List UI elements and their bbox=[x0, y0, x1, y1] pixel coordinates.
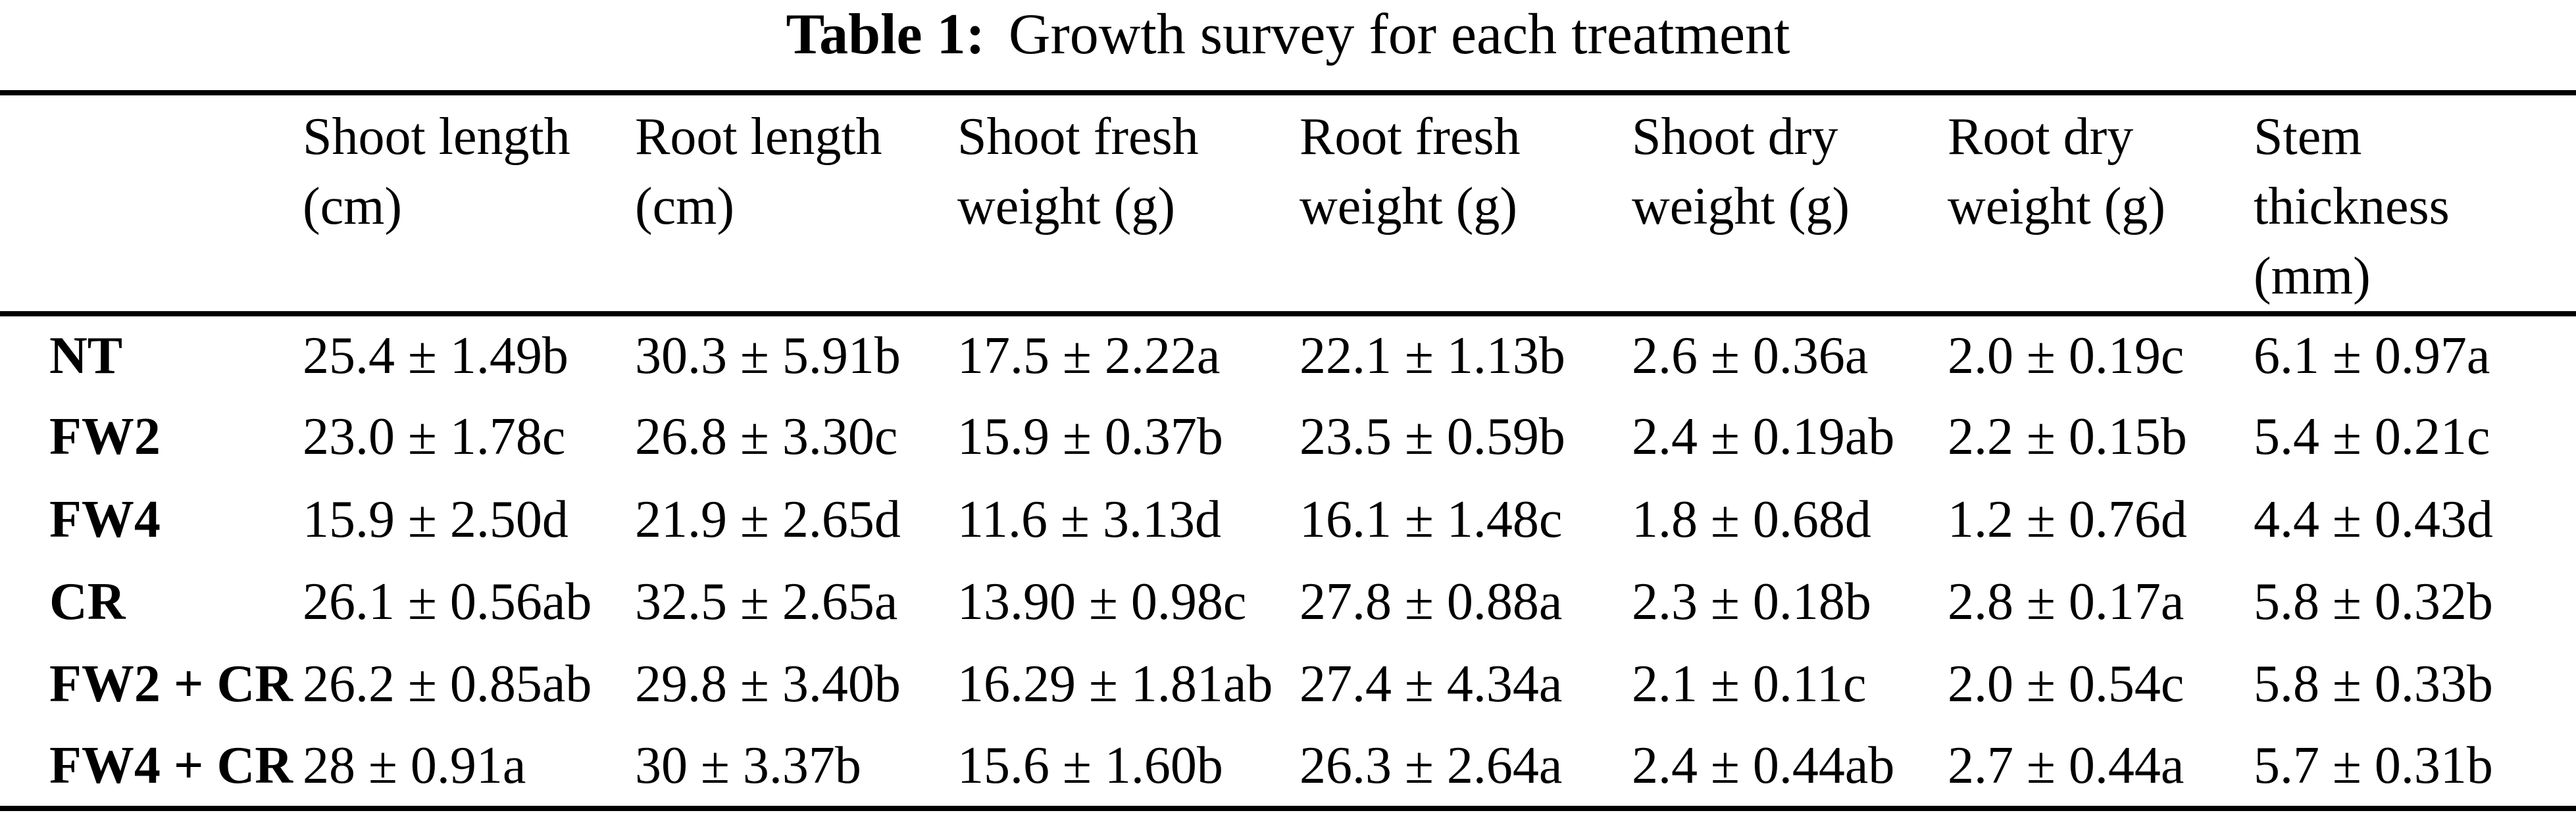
col-header-shoot-fresh-weight: Shoot fresh weight (g) bbox=[957, 93, 1300, 314]
table-cell: 15.6 ± 1.60b bbox=[957, 736, 1223, 795]
table-cell: 15.9 ± 2.50d bbox=[303, 490, 568, 549]
table-cell: 26.2 ± 0.85ab bbox=[303, 655, 592, 714]
table-cell: 25.4 ± 1.49b bbox=[303, 327, 568, 385]
col-header-treatment bbox=[0, 93, 303, 314]
table-cell: 27.4 ± 4.34a bbox=[1300, 655, 1563, 714]
table-cell: 2.2 ± 0.15b bbox=[1948, 408, 2187, 466]
table-cell: 30 ± 3.37b bbox=[635, 736, 861, 795]
table-cell: 29.8 ± 3.40b bbox=[635, 655, 901, 714]
table-caption: Table 1: Growth survey for each treatmen… bbox=[0, 0, 2576, 90]
header-line: weight (g) bbox=[1300, 178, 1518, 235]
table-cell: 5.8 ± 0.33b bbox=[2254, 655, 2493, 714]
header-line: Shoot dry bbox=[1632, 108, 1838, 166]
table-cell: 17.5 ± 2.22a bbox=[957, 327, 1221, 385]
table-cell: 21.9 ± 2.65d bbox=[635, 490, 901, 549]
table-cell: 2.4 ± 0.44ab bbox=[1632, 736, 1895, 795]
table-row-fw2: FW2 23.0 ± 1.78c 26.8 ± 3.30c 15.9 ± 0.3… bbox=[0, 396, 2576, 478]
col-header-root-fresh-weight: Root fresh weight (g) bbox=[1300, 93, 1632, 314]
table-cell: 15.9 ± 0.37b bbox=[957, 408, 1223, 466]
table-caption-title: Growth survey for each treatment bbox=[1008, 3, 1790, 66]
header-line: (mm) bbox=[2254, 247, 2371, 305]
table-cell: 16.1 ± 1.48c bbox=[1300, 490, 1563, 549]
table-cell: 2.0 ± 0.54c bbox=[1948, 655, 2185, 714]
table-cell: 5.4 ± 0.21c bbox=[2254, 408, 2490, 466]
header-line: Root fresh bbox=[1300, 108, 1521, 166]
table-cell: 1.2 ± 0.76d bbox=[1948, 490, 2187, 549]
table-cell: 30.3 ± 5.91b bbox=[635, 327, 901, 385]
table-cell: 2.1 ± 0.11c bbox=[1632, 655, 1867, 714]
table-cell: 6.1 ± 0.97a bbox=[2254, 327, 2490, 385]
table-cell: 16.29 ± 1.81ab bbox=[957, 655, 1273, 714]
table-cell: 1.8 ± 0.68d bbox=[1632, 490, 1871, 549]
table-cell: 2.0 ± 0.19c bbox=[1948, 327, 2185, 385]
col-header-shoot-length: Shoot length (cm) bbox=[303, 93, 635, 314]
header-line: (cm) bbox=[303, 178, 403, 235]
header-row: Shoot length (cm) Root length (cm) Shoot… bbox=[0, 93, 2576, 314]
table-cell: 2.4 ± 0.19ab bbox=[1632, 408, 1895, 466]
table-cell: 27.8 ± 0.88a bbox=[1300, 573, 1563, 631]
header-line: weight (g) bbox=[957, 178, 1176, 235]
table-cell: 2.3 ± 0.18b bbox=[1632, 573, 1871, 631]
table-row-nt: NT 25.4 ± 1.49b 30.3 ± 5.91b 17.5 ± 2.22… bbox=[0, 314, 2576, 396]
header-line: weight (g) bbox=[1632, 178, 1850, 235]
growth-survey-table: Shoot length (cm) Root length (cm) Shoot… bbox=[0, 90, 2576, 811]
table-cell: 22.1 ± 1.13b bbox=[1300, 327, 1565, 385]
table-cell: 23.5 ± 0.59b bbox=[1300, 408, 1565, 466]
table-cell: 28 ± 0.91a bbox=[303, 736, 526, 795]
header-line: (cm) bbox=[635, 178, 735, 235]
table-row-fw4: FW4 15.9 ± 2.50d 21.9 ± 2.65d 11.6 ± 3.1… bbox=[0, 479, 2576, 561]
col-header-root-length: Root length (cm) bbox=[635, 93, 957, 314]
table-cell: 4.4 ± 0.43d bbox=[2254, 490, 2493, 549]
table-row-fw2-cr: FW2 + CR 26.2 ± 0.85ab 29.8 ± 3.40b 16.2… bbox=[0, 643, 2576, 726]
table-row-fw4-cr: FW4 + CR 28 ± 0.91a 30 ± 3.37b 15.6 ± 1.… bbox=[0, 726, 2576, 808]
header-line: Stem bbox=[2254, 108, 2362, 166]
table-cell: 26.8 ± 3.30c bbox=[635, 408, 898, 466]
table-row-cr: CR 26.1 ± 0.56ab 32.5 ± 2.65a 13.90 ± 0.… bbox=[0, 561, 2576, 643]
row-label: FW2 + CR bbox=[49, 655, 293, 714]
header-line: weight (g) bbox=[1948, 178, 2166, 235]
header-line: Root length bbox=[635, 108, 882, 166]
table-cell: 2.6 ± 0.36a bbox=[1632, 327, 1869, 385]
table-cell: 5.7 ± 0.31b bbox=[2254, 736, 2493, 795]
table-cell: 26.1 ± 0.56ab bbox=[303, 573, 592, 631]
table-cell: 2.8 ± 0.17a bbox=[1948, 573, 2185, 631]
table-cell: 13.90 ± 0.98c bbox=[957, 573, 1247, 631]
row-label: FW4 bbox=[49, 490, 161, 549]
table-cell: 2.7 ± 0.44a bbox=[1948, 736, 2185, 795]
header-line: Root dry bbox=[1948, 108, 2134, 166]
table-cell: 11.6 ± 3.13d bbox=[957, 490, 1221, 549]
row-label: NT bbox=[49, 327, 123, 385]
header-line: thickness bbox=[2254, 178, 2450, 235]
table-caption-number: Table 1: bbox=[786, 3, 985, 66]
header-line: Shoot fresh bbox=[957, 108, 1199, 166]
row-label: FW2 bbox=[49, 408, 161, 466]
col-header-shoot-dry-weight: Shoot dry weight (g) bbox=[1632, 93, 1948, 314]
row-label: CR bbox=[49, 573, 126, 631]
header-line: Shoot length bbox=[303, 108, 570, 166]
row-label: FW4 + CR bbox=[49, 736, 293, 795]
table-cell: 26.3 ± 2.64a bbox=[1300, 736, 1563, 795]
table-cell: 32.5 ± 2.65a bbox=[635, 573, 898, 631]
table-cell: 5.8 ± 0.32b bbox=[2254, 573, 2493, 631]
col-header-stem-thickness: Stem thickness (mm) bbox=[2254, 93, 2576, 314]
table-cell: 23.0 ± 1.78c bbox=[303, 408, 566, 466]
col-header-root-dry-weight: Root dry weight (g) bbox=[1948, 93, 2254, 314]
